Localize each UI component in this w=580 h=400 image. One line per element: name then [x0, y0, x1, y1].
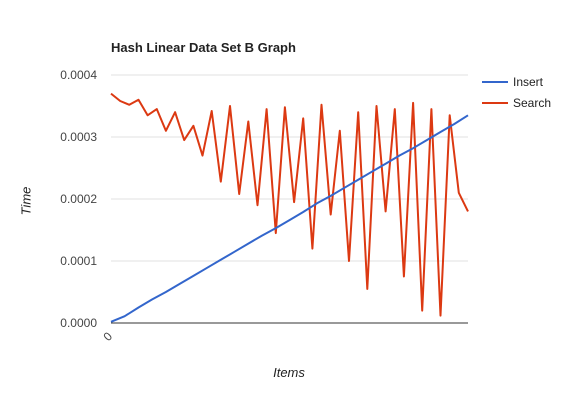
y-tick-label: 0.0004	[60, 68, 97, 82]
y-tick-label: 0.0000	[60, 316, 97, 330]
legend-label-search: Search	[513, 96, 551, 110]
y-tick-label: 0.0002	[60, 192, 97, 206]
y-tick-label: 0.0003	[60, 130, 97, 144]
series-line-insert	[110, 114, 469, 323]
legend-label-insert: Insert	[513, 75, 544, 89]
series-lines	[110, 92, 469, 323]
legend: Insert Search	[482, 75, 551, 110]
x-axis-label: Items	[273, 365, 305, 380]
y-tick-labels: 0.0000 0.0001 0.0002 0.0003 0.0004	[60, 68, 97, 330]
x-tick-labels: 0	[100, 329, 115, 344]
chart-title: Hash Linear Data Set B Graph	[111, 40, 296, 55]
y-tick-label: 0.0001	[60, 254, 97, 268]
x-tick-label: 0	[100, 329, 115, 344]
series-line-search	[110, 92, 469, 317]
grid-lines	[111, 74, 468, 262]
